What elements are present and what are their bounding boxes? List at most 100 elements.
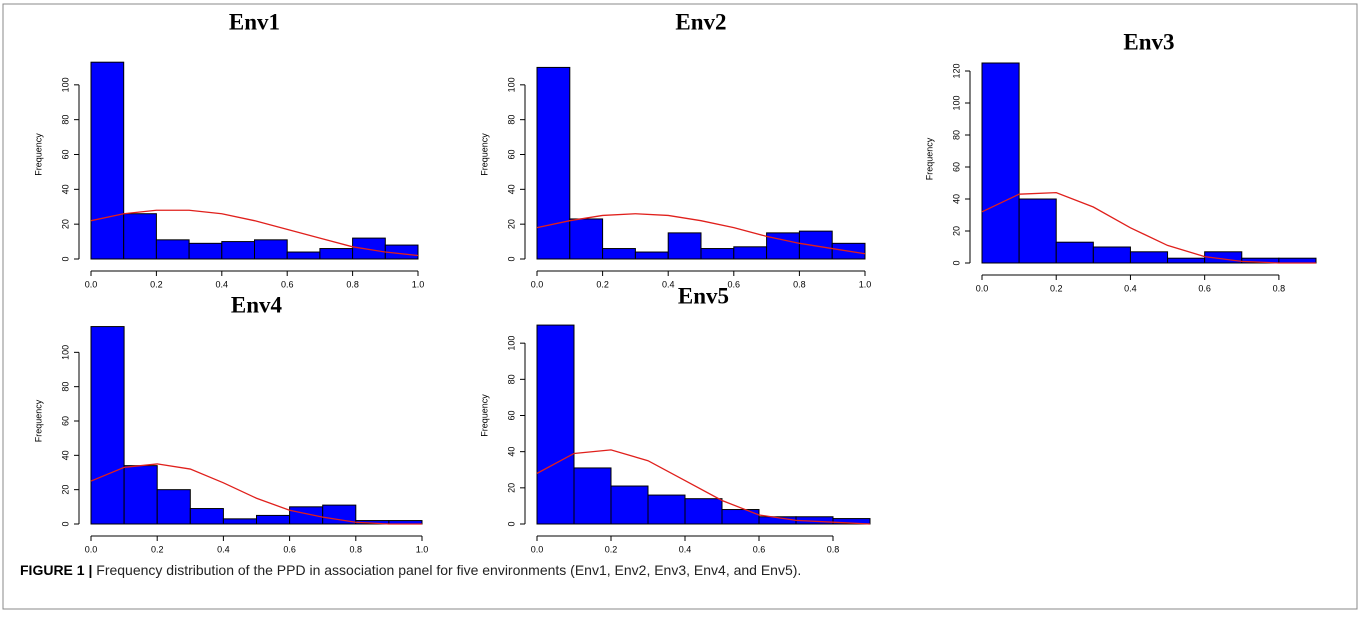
y-tick-label: 80: [951, 130, 961, 140]
bar: [573, 467, 612, 525]
bar: [981, 62, 1020, 264]
bar: [222, 518, 257, 525]
bar: [610, 485, 649, 525]
bar: [798, 230, 833, 260]
bar: [602, 248, 636, 260]
y-tick-label: 20: [60, 219, 70, 229]
x-tick-label: 0.6: [281, 279, 294, 289]
y-tick-label: 20: [506, 219, 516, 229]
bar: [1055, 241, 1094, 264]
x-tick-label: 0.4: [679, 544, 692, 554]
y-axis-label: Frequency: [479, 394, 489, 437]
bar: [254, 239, 288, 260]
bar: [123, 465, 158, 525]
x-tick-label: 0.8: [350, 544, 363, 554]
caption: FIGURE 1 | Frequency distribution of the…: [20, 562, 801, 578]
bar: [90, 326, 125, 525]
chart-title: Env1: [229, 9, 280, 34]
bar: [1018, 198, 1057, 264]
bar: [1278, 257, 1317, 264]
bar: [352, 237, 386, 260]
y-tick-label: 20: [60, 485, 70, 495]
x-tick-label: 0.0: [85, 544, 98, 554]
y-tick-label: 100: [60, 77, 70, 92]
fit-curve: [536, 449, 871, 525]
y-tick-label: 100: [951, 95, 961, 110]
fit-curve: [90, 209, 419, 257]
bar: [1129, 251, 1169, 264]
y-tick-label: 40: [60, 184, 70, 194]
bar: [188, 242, 223, 260]
chart-title: Env2: [675, 9, 726, 34]
x-tick-label: 0.0: [531, 279, 544, 289]
figure-frame: [2, 3, 1358, 610]
y-tick-label: 40: [506, 447, 516, 457]
bar: [569, 218, 604, 260]
bar: [832, 518, 871, 525]
bar: [286, 251, 321, 260]
x-tick-label: 0.2: [1050, 283, 1063, 293]
fit-curve: [981, 191, 1316, 264]
x-tick-label: 0.2: [605, 544, 618, 554]
fit-curve: [536, 213, 866, 255]
y-tick-label: 100: [60, 345, 70, 360]
chart-title: Env3: [1123, 29, 1174, 54]
x-tick-label: 0.6: [1198, 283, 1211, 293]
y-tick-label: 80: [60, 115, 70, 125]
x-tick-label: 0.6: [283, 544, 296, 554]
x-tick-label: 0.2: [596, 279, 609, 289]
y-tick-label: 0: [60, 256, 70, 261]
y-tick-label: 20: [506, 483, 516, 493]
bar: [319, 248, 354, 260]
x-tick-label: 1.0: [412, 279, 425, 289]
y-tick-label: 60: [60, 416, 70, 426]
bar: [155, 239, 190, 260]
chart-title: Env4: [231, 292, 283, 317]
bar: [289, 506, 324, 525]
bar: [536, 66, 571, 260]
x-tick-label: 0.8: [346, 279, 359, 289]
bar: [1167, 257, 1206, 264]
x-tick-label: 0.6: [753, 544, 766, 554]
y-axis-label: Frequency: [33, 133, 43, 176]
bar: [721, 509, 760, 525]
x-tick-label: 0.4: [662, 279, 675, 289]
y-axis-label: Frequency: [924, 137, 934, 180]
y-tick-label: 80: [506, 115, 516, 125]
bar: [189, 508, 224, 525]
bar: [667, 232, 702, 260]
bar: [634, 251, 669, 260]
bar: [1092, 246, 1131, 264]
y-tick-label: 80: [506, 374, 516, 384]
y-tick-label: 100: [506, 77, 516, 92]
bar: [733, 246, 768, 260]
y-tick-label: 120: [951, 63, 961, 78]
bar: [536, 324, 575, 525]
chart-title: Env5: [678, 283, 729, 308]
y-tick-label: 0: [951, 260, 961, 265]
bar: [221, 241, 256, 260]
y-axis-label: Frequency: [33, 399, 43, 442]
x-tick-label: 0.8: [1273, 283, 1286, 293]
x-tick-label: 0.0: [85, 279, 98, 289]
x-tick-label: 0.2: [150, 279, 163, 289]
y-tick-label: 60: [506, 149, 516, 159]
x-tick-label: 0.6: [728, 279, 741, 289]
x-tick-label: 0.4: [216, 279, 229, 289]
y-tick-label: 60: [951, 162, 961, 172]
x-tick-label: 0.8: [827, 544, 840, 554]
caption-text: Frequency distribution of the PPD in ass…: [92, 562, 802, 578]
x-tick-label: 1.0: [859, 279, 872, 289]
bar: [684, 498, 723, 525]
y-tick-label: 0: [506, 256, 516, 261]
bar: [700, 248, 735, 260]
bar: [647, 494, 686, 525]
x-tick-label: 0.4: [1124, 283, 1137, 293]
y-tick-label: 60: [60, 149, 70, 159]
x-tick-label: 0.2: [151, 544, 164, 554]
x-tick-label: 0.8: [793, 279, 806, 289]
x-tick-label: 1.0: [416, 544, 429, 554]
y-tick-label: 40: [506, 184, 516, 194]
